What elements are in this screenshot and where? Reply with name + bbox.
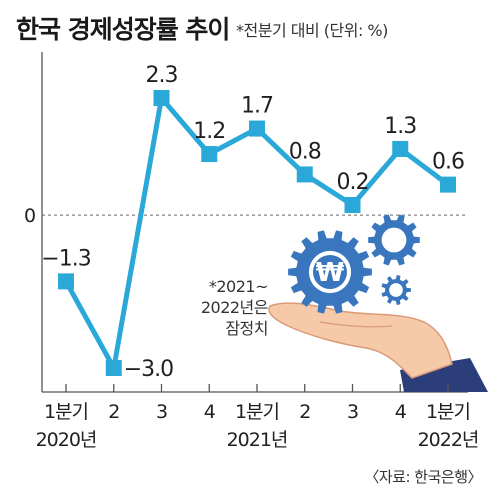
x-tick-label: 2 [299,401,310,423]
hand-shape [268,302,453,379]
data-value-label: 0.2 [337,170,369,195]
source-note: 〈자료: 한국은행〉 [364,468,482,486]
data-point-marker [153,90,170,106]
zero-tick-label: 0 [24,205,36,227]
data-value-label: 0.6 [432,150,464,175]
x-tick-label: 1분기 [44,401,88,423]
won-icon: ₩ [316,258,345,288]
x-tick-label: 2 [108,401,119,423]
value-labels-group: −1.3 −3.0 2.3 1.2 1.7 0.8 0.2 1.3 0.6 [41,63,465,382]
chart-subtitle: *전분기 대비 (단위: %) [236,21,388,40]
x-tick-label: 4 [204,401,216,423]
medium-gear-icon-hole [381,227,407,253]
data-value-label: 1.3 [384,114,416,139]
data-point-marker [440,176,456,193]
data-point-marker [249,120,265,137]
note-line-2: 2022년은 [200,298,269,317]
data-point-marker [105,360,122,376]
data-value-label: 0.8 [289,139,321,164]
note-line-3: 잠정치 [225,319,268,338]
data-point-marker [58,273,74,290]
data-point-marker [392,140,409,157]
data-value-label: −1.3 [41,246,90,271]
x-ticks-group [65,384,449,392]
x-tick-label: 3 [156,401,167,423]
large-gear-icon-center [313,255,347,289]
data-value-label: 2.3 [146,63,178,88]
data-point-marker [344,196,361,213]
large-gear-icon: ₩ [288,230,372,314]
fingers-shape [319,321,393,328]
small-gear-icon [381,275,411,305]
x-labels-group: 1분기 2020년 2 3 4 1분기 2021년 2 3 4 1분기 2022년 [36,401,480,451]
small-gear-icon-hole [389,283,403,297]
x-tick-label: 3 [347,401,358,423]
data-value-label: 1.7 [241,94,273,119]
x-tick-label: 4 [395,401,407,423]
data-point-marker [201,146,218,163]
x-year-label: 2021년 [227,429,288,451]
chart-title: 한국 경제성장률 추이 [16,15,230,44]
provisional-note: *2021~ 2022년은 잠정치 [184,276,269,339]
data-value-label: 1.2 [193,119,225,144]
note-line-1: *2021~ [208,277,269,296]
gears-illustration: ₩ [288,214,420,314]
x-year-label: 2022년 [418,429,479,451]
hand-illustration [268,302,488,392]
medium-gear-icon [368,214,420,266]
x-year-label: 2020년 [36,429,97,451]
data-point-marker [296,166,313,183]
data-value-label: −3.0 [124,357,173,382]
x-tick-label: 1분기 [426,401,470,423]
x-tick-label: 1분기 [235,401,279,423]
markers-group [58,90,456,376]
